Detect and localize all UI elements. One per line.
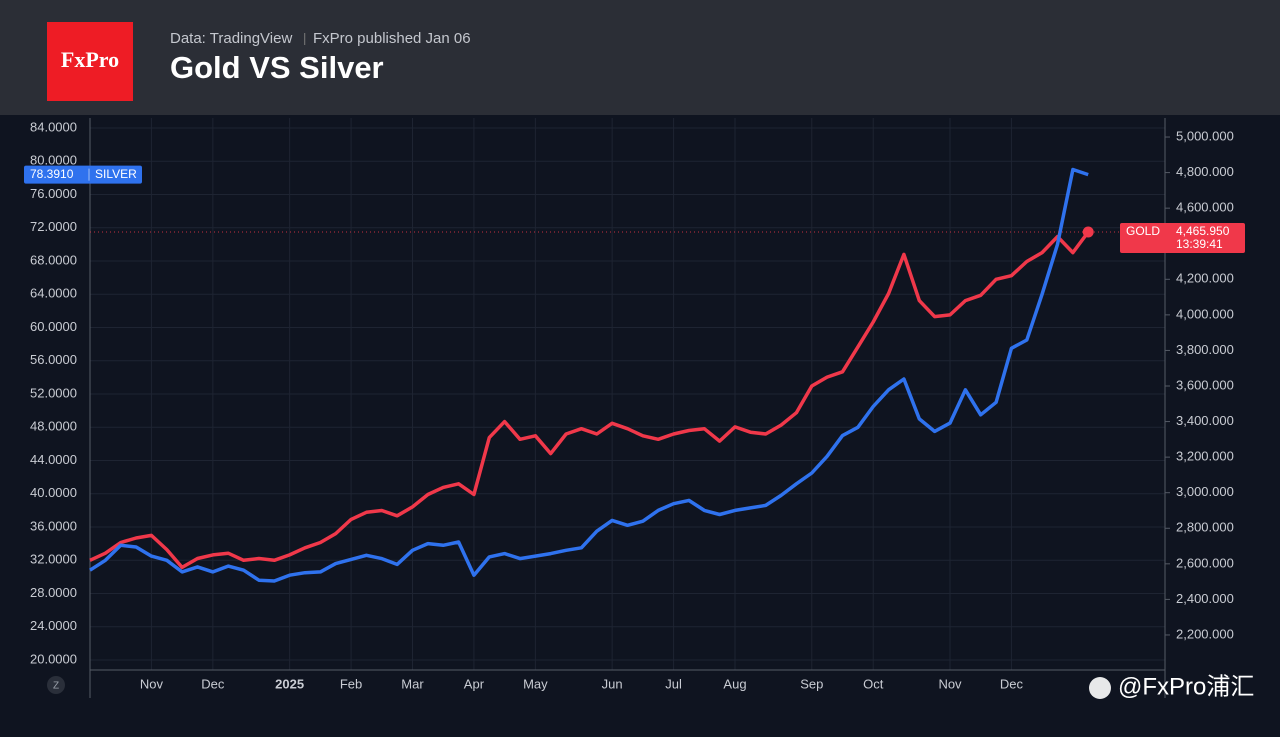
x-tick-label: Nov [140,676,164,691]
source: Data: TradingView [170,30,292,47]
x-tick-label: Oct [863,676,884,691]
last-point [1082,226,1094,238]
y-tick-label: 80.0000 [30,153,77,168]
y-tick-label: 36.0000 [30,518,77,533]
watermark-icon [1089,677,1111,699]
series-line [89,167,1089,583]
y-tick-label: 20.0000 [30,651,77,666]
y-tick-label: 52.0000 [30,385,77,400]
x-tick-label: Jun [602,676,623,691]
x-tick-label: Sep [800,676,823,691]
series-line [89,230,1090,570]
x-tick-label: Dec [1000,676,1024,691]
y-tick-label: 84.0000 [30,119,77,134]
y-tick-label: 56.0000 [30,352,77,367]
y-tick-label: 44.0000 [30,452,77,467]
header-bar [0,0,1280,115]
y2-tick-label: 2,600.000 [1176,555,1234,570]
x-tick-label: Aug [723,676,746,691]
series-name: SILVER [95,167,137,181]
y-tick-label: 64.0000 [30,286,77,301]
y2-tick-label: 4,600.000 [1176,200,1234,215]
y2-tick-label: 2,200.000 [1176,626,1234,641]
price-badge [24,165,142,184]
y-tick-label: 76.0000 [30,186,77,201]
y2-tick-label: 2,400.000 [1176,591,1234,606]
y-tick-label: 68.0000 [30,252,77,267]
y-tick-label: 32.0000 [30,552,77,567]
y2-tick-label: 3,400.000 [1176,413,1234,428]
y-tick-label: 24.0000 [30,618,77,633]
separator: | [303,30,306,45]
y2-tick-label: 4,800.000 [1176,164,1234,179]
x-tick-label: 2025 [275,676,304,691]
publisher: FxPro published Jan 06 [313,30,471,47]
y2-tick-label: 5,000.000 [1176,128,1234,143]
y2-tick-label: 3,000.000 [1176,484,1234,499]
y2-tick-label: 4,000.000 [1176,306,1234,321]
y2-tick-label: 3,600.000 [1176,377,1234,392]
zoom-letter[interactable]: Z [53,681,59,692]
x-tick-label: Feb [340,676,362,691]
countdown: 13:39:41 [1176,237,1223,251]
value-label: 78.3910 [30,167,74,181]
y2-tick-label: 2,800.000 [1176,520,1234,535]
y2-tick-label: 4,200.000 [1176,271,1234,286]
y-tick-label: 60.0000 [30,319,77,334]
y-tick-label: 28.0000 [30,585,77,600]
x-tick-label: Jul [665,676,682,691]
x-tick-label: Nov [938,676,962,691]
y2-tick-label: 3,200.000 [1176,449,1234,464]
value-label: 4,465.950 [1176,224,1230,238]
zoom-icon[interactable] [47,676,65,694]
x-tick-label: Dec [201,676,225,691]
x-tick-label: May [523,676,548,691]
y2-tick-label: 3,800.000 [1176,342,1234,357]
price-badge [1120,223,1245,254]
chart-title: Gold VS Silver [170,50,384,85]
y-tick-label: 40.0000 [30,485,77,500]
logo: FxPro [61,47,119,72]
y-tick-label: 48.0000 [30,419,77,434]
plot: Nov Dec 2025 Feb Mar Apr May Jun Jul Aug Sep Oct Nov… [24,118,1245,698]
logo-box [47,22,133,101]
watermark: @FxPro浦汇 [1118,673,1254,700]
series-name: GOLD [1126,224,1160,238]
x-tick-label: Mar [401,676,424,691]
y-tick-label: 72.0000 [30,219,77,234]
x-tick-label: Apr [464,676,485,691]
